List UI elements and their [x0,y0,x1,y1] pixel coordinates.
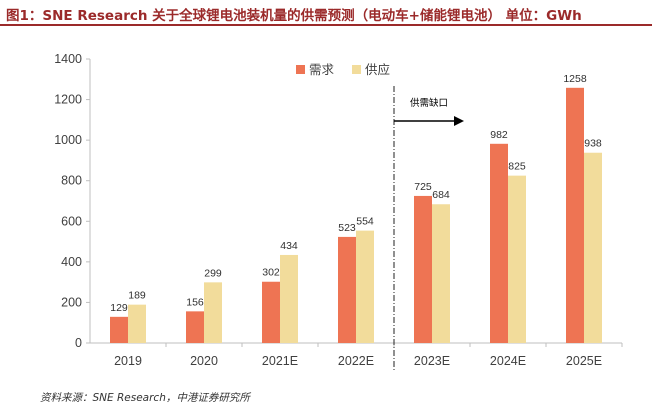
demand-bar [338,236,356,343]
supply-value-label: 189 [128,290,146,302]
supply-value-label: 299 [204,267,222,279]
demand-value-label: 129 [110,302,128,314]
supply-bar [584,152,602,343]
y-tick-label: 1000 [54,133,82,147]
demand-bar [414,195,432,343]
y-tick-label: 200 [61,295,82,309]
gap-annotation: 供需缺口 [410,97,448,109]
legend-demand-swatch [296,65,305,74]
x-tick-label: 2021E [262,354,298,368]
supply-value-label: 434 [280,240,298,252]
y-tick-label: 400 [61,255,82,269]
supply-bar [356,230,374,343]
supply-bar [128,304,146,343]
x-tick-label: 2023E [414,354,450,368]
source-note: 资料来源：SNE Research，中港证券研究所 [40,392,250,404]
x-tick-label: 2025E [566,354,602,368]
supply-bar [204,282,222,343]
demand-bar [262,281,280,343]
demand-bar [566,87,584,343]
demand-value-label: 1258 [563,73,587,85]
legend-demand-label: 需求 [309,62,335,77]
title-rule [0,24,652,26]
demand-value-label: 302 [262,267,280,279]
y-tick-label: 800 [61,174,82,188]
supply-bar [432,204,450,343]
x-tick-label: 2019 [114,354,142,368]
supply-bar [280,254,298,343]
y-tick-label: 0 [75,336,82,350]
supply-value-label: 554 [356,216,374,228]
gap-arrow-head [454,116,464,126]
y-tick-label: 1400 [54,52,82,66]
demand-value-label: 725 [414,181,432,193]
demand-bar [490,143,508,343]
demand-value-label: 523 [338,222,356,234]
legend-supply-label: 供应 [365,62,390,77]
x-tick-label: 2020 [190,354,218,368]
demand-bar [110,316,128,343]
y-tick-label: 600 [61,214,82,228]
supply-value-label: 825 [508,161,526,173]
y-tick-label: 1200 [54,93,82,107]
legend-supply-swatch [352,65,361,74]
demand-value-label: 982 [490,129,508,141]
demand-value-label: 156 [186,296,204,308]
figure-title: 图1：SNE Research 关于全球锂电池装机量的供需预测（电动车+储能锂电… [6,8,582,24]
x-tick-label: 2024E [490,354,526,368]
demand-bar [186,311,204,343]
supply-value-label: 684 [432,189,450,201]
supply-value-label: 938 [584,138,602,150]
supply-bar [508,175,526,343]
x-tick-label: 2022E [338,354,374,368]
